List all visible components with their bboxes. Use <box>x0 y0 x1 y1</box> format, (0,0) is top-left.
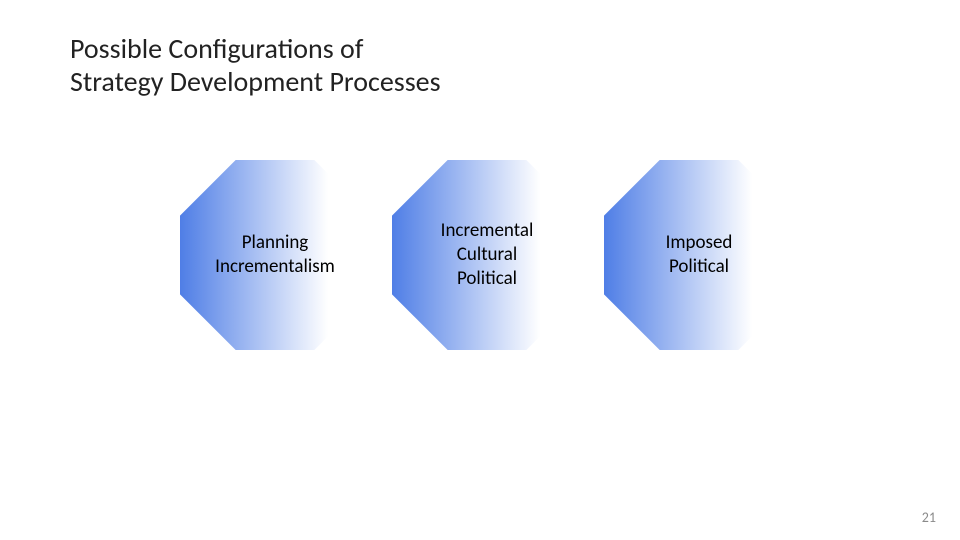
octagon-label: Imposed Political <box>658 231 741 279</box>
slide-title-line2: Strategy Development Processes <box>70 65 441 98</box>
octagon-row: Planning Incrementalism Incremental Cult… <box>180 160 794 350</box>
octagon-shape: Planning Incrementalism <box>180 160 370 350</box>
octagon-shape: Imposed Political <box>604 160 794 350</box>
slide-title: Possible Configurations of Strategy Deve… <box>70 32 441 98</box>
slide-title-line1: Possible Configurations of <box>70 32 441 65</box>
octagon-label: Planning Incrementalism <box>207 231 343 279</box>
octagon-label: Incremental Cultural Political <box>433 219 542 290</box>
octagon-shape: Incremental Cultural Political <box>392 160 582 350</box>
page-number: 21 <box>922 509 936 526</box>
